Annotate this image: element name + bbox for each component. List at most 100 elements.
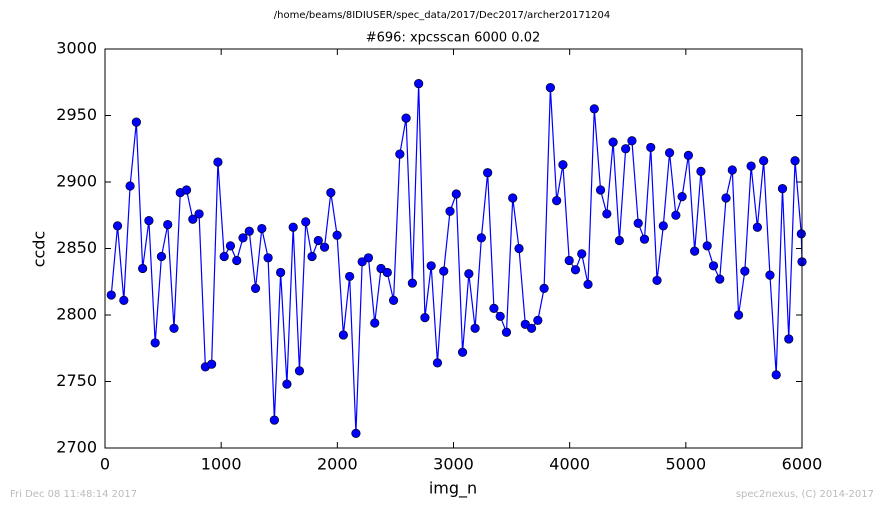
data-point — [263, 253, 273, 263]
data-point — [483, 168, 493, 178]
data-point — [526, 323, 537, 333]
data-point — [257, 223, 267, 234]
data-point — [181, 185, 192, 195]
data-point — [690, 246, 700, 256]
data-point — [363, 253, 374, 263]
data-point — [733, 310, 744, 320]
data-point — [464, 269, 474, 279]
data-point — [696, 166, 706, 176]
data-point — [319, 242, 330, 252]
data-point — [602, 209, 612, 219]
data-point — [746, 161, 756, 171]
data-point — [702, 241, 712, 251]
data-point — [244, 226, 254, 236]
x-tick-label: 4000 — [549, 455, 590, 474]
data-point — [708, 261, 719, 271]
data-point — [194, 209, 204, 219]
x-tick-label: 0 — [100, 455, 110, 474]
data-point — [683, 150, 693, 160]
data-point — [765, 270, 775, 280]
x-tick-label: 5000 — [665, 455, 706, 474]
data-point — [370, 318, 380, 328]
data-point — [131, 117, 141, 127]
data-point — [457, 347, 468, 357]
data-point — [238, 233, 248, 243]
data-point — [564, 255, 574, 266]
data-point — [414, 78, 424, 89]
data-point — [715, 274, 725, 284]
data-point — [533, 315, 543, 325]
data-point — [608, 137, 618, 147]
data-point — [639, 234, 650, 244]
data-point — [627, 136, 637, 146]
data-point — [514, 243, 524, 254]
data-point — [558, 160, 568, 170]
data-point — [156, 251, 167, 262]
data-point — [740, 266, 750, 276]
x-axis-label: img_n — [429, 479, 477, 499]
data-point — [796, 229, 806, 239]
data-point — [470, 323, 480, 333]
data-point — [106, 290, 116, 300]
data-point — [476, 233, 486, 243]
data-point — [213, 157, 223, 167]
data-point — [451, 189, 461, 199]
data-point — [288, 222, 298, 232]
data-point — [313, 235, 323, 246]
data-point — [570, 265, 581, 275]
data-point — [338, 330, 348, 340]
data-point — [395, 149, 405, 159]
data-point — [489, 303, 499, 313]
data-point — [332, 230, 342, 240]
data-point — [727, 165, 737, 175]
data-point — [633, 218, 643, 228]
x-tick-label: 1000 — [201, 455, 242, 474]
data-point — [294, 366, 305, 376]
data-point — [784, 334, 794, 344]
data-point — [282, 379, 292, 389]
y-tick-label: 2850 — [56, 238, 97, 257]
data-point — [439, 266, 449, 276]
suptitle: /home/beams/8IDIUSER/spec_data/2017/Dec2… — [274, 10, 610, 21]
data-point — [539, 283, 549, 294]
data-point — [552, 196, 562, 206]
data-point — [163, 219, 173, 230]
data-point — [407, 278, 417, 288]
chart-title: #696: xpcsscan 6000 0.02 — [366, 31, 541, 46]
data-point — [671, 210, 681, 220]
data-point — [225, 241, 236, 251]
data-point — [112, 221, 123, 231]
data-point — [501, 327, 512, 337]
data-point — [307, 251, 317, 262]
data-point — [790, 156, 800, 166]
data-point — [144, 215, 154, 226]
y-tick-label: 2750 — [56, 371, 97, 390]
data-point — [382, 267, 392, 278]
data-point — [595, 185, 606, 195]
y-tick-label: 2700 — [56, 438, 97, 457]
data-point — [232, 255, 242, 266]
data-point — [508, 193, 518, 203]
data-point — [169, 323, 179, 333]
data-point — [125, 181, 135, 191]
data-point — [250, 283, 261, 294]
data-point — [401, 113, 411, 123]
data-point — [664, 148, 675, 158]
data-point — [777, 184, 788, 194]
data-point — [652, 275, 662, 286]
data-point — [426, 261, 436, 271]
footer-right: spec2nexus, (C) 2014-2017 — [736, 489, 874, 500]
data-point — [658, 221, 668, 231]
data-point — [432, 358, 443, 368]
data-point — [721, 193, 731, 203]
y-tick-label: 2800 — [56, 305, 97, 324]
x-tick-label: 6000 — [782, 455, 823, 474]
y-tick-label: 3000 — [56, 39, 97, 58]
data-point — [351, 428, 361, 438]
data-point — [759, 156, 769, 166]
data-point — [207, 359, 217, 369]
y-axis-label: ccdc — [30, 231, 49, 268]
data-point — [150, 338, 160, 348]
